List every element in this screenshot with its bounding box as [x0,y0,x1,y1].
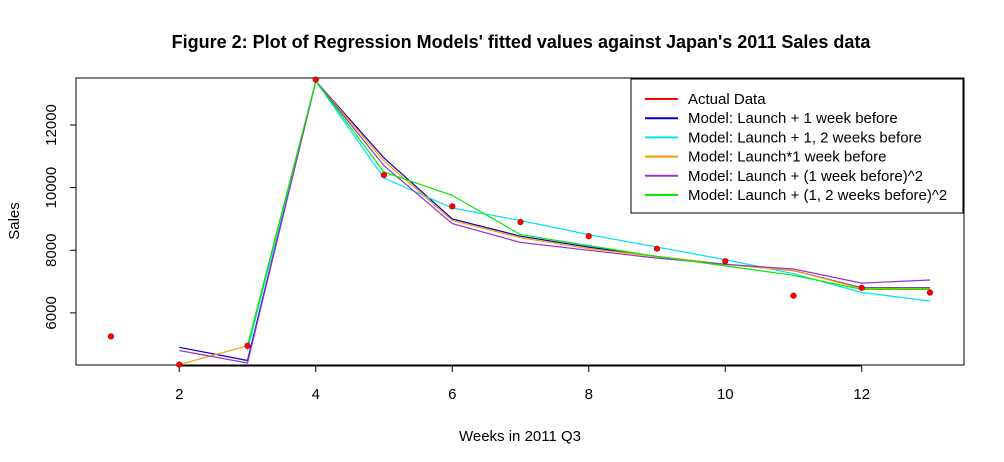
actual-data-point [107,333,115,340]
actual-data-point [380,171,388,179]
legend-label: Model: Launch + (1, 2 weeks before)^2 [688,187,947,204]
actual-data-point [585,233,592,240]
actual-data-point [653,245,661,252]
x-tick-label: 6 [448,386,456,403]
actual-data-point [926,289,934,296]
x-tick-label: 8 [585,386,593,403]
legend-label: Actual Data [688,91,766,108]
legend-label: Model: Launch + (1 week before)^2 [688,168,923,185]
y-tick-label: 10000 [43,167,60,209]
series-line-4 [179,79,931,364]
y-tick-label: 12000 [43,104,60,146]
legend: Actual Data Model: Launch + 1 week before… [630,78,964,214]
y-axis: 6000 8000 10000 12000 [43,104,77,330]
actual-data-point [449,203,456,210]
x-tick-label: 2 [175,386,183,403]
y-axis-label: Sales [6,202,23,240]
actual-data-point [722,258,729,265]
actual-data-point [517,218,524,226]
legend-label: Model: Launch + 1, 2 weeks before [688,129,922,146]
legend-label: Model: Launch + 1 week before [688,110,898,127]
actual-data-point [244,342,251,349]
x-tick-label: 12 [853,386,870,403]
x-tick-label: 10 [717,386,734,403]
legend-box [630,78,964,214]
x-tick-label: 4 [312,386,320,403]
y-tick-label: 8000 [43,234,60,267]
x-axis-label: Weeks in 2011 Q3 [459,428,581,445]
y-tick-label: 6000 [43,296,60,329]
actual-data-point [312,76,319,83]
actual-data-points [107,76,934,368]
actual-data-point [858,284,865,291]
actual-data-point [176,361,183,368]
chart-title: Figure 2: Plot of Regression Models' fit… [172,32,872,52]
series-line-5 [246,79,930,346]
legend-label: Model: Launch*1 week before [688,149,886,166]
actual-data-point [790,292,797,299]
x-axis: 2 4 6 8 10 12 [175,365,870,403]
